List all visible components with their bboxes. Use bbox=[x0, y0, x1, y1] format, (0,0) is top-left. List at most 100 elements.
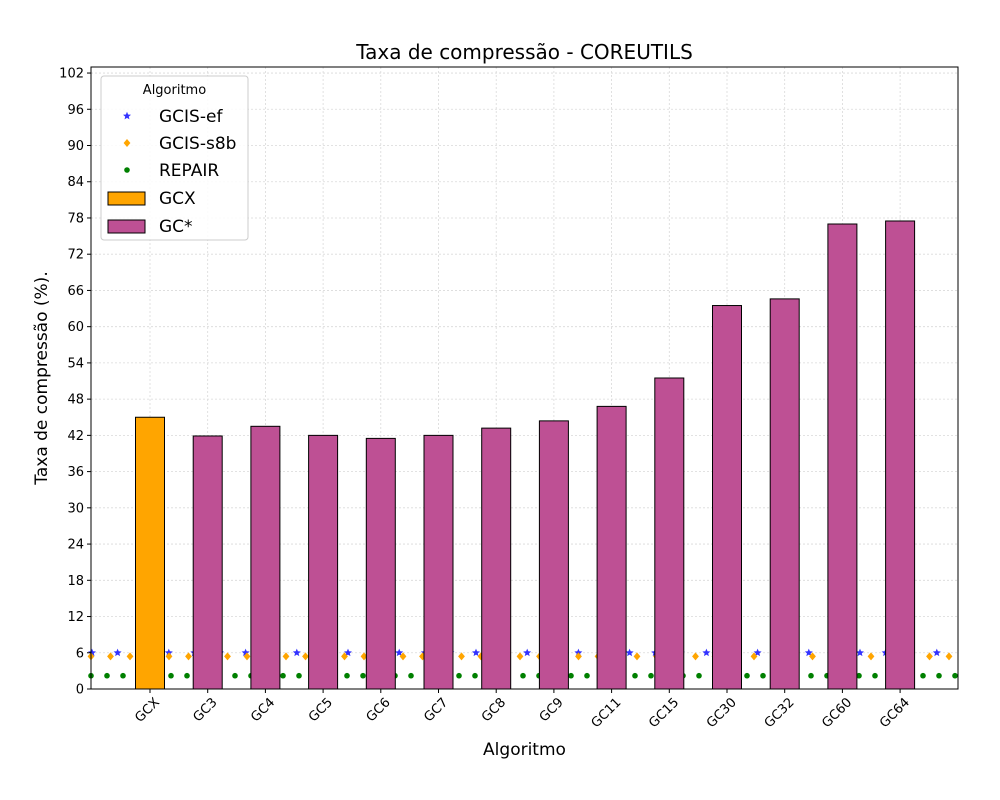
legend-title: Algoritmo bbox=[143, 83, 206, 98]
x-tick-label: GC5 bbox=[306, 695, 336, 725]
legend-entry: GC* bbox=[107, 217, 193, 237]
legend-entry: GCIS-s8b bbox=[123, 134, 236, 154]
reference-marker bbox=[456, 672, 462, 679]
reference-marker bbox=[856, 672, 862, 679]
reference-marker bbox=[920, 672, 926, 679]
bar-gc64 bbox=[885, 220, 916, 690]
reference-marker bbox=[625, 648, 634, 657]
y-tick-label: 42 bbox=[67, 429, 84, 444]
reference-marker bbox=[648, 672, 654, 679]
reference-marker bbox=[804, 648, 813, 657]
legend-label: GCIS-ef bbox=[159, 107, 223, 127]
y-tick-label: 18 bbox=[67, 574, 84, 589]
reference-marker bbox=[419, 652, 426, 661]
legend-box bbox=[100, 75, 249, 241]
reference-marker bbox=[360, 652, 368, 661]
reference-marker bbox=[341, 652, 348, 661]
legend-label: GCX bbox=[159, 189, 196, 209]
reference-marker bbox=[168, 672, 174, 679]
reference-marker bbox=[302, 652, 309, 661]
reference-marker bbox=[744, 672, 750, 679]
x-tick-label: GC64 bbox=[877, 695, 913, 731]
y-axis-title: Taxa de compressão (%). bbox=[32, 271, 52, 485]
y-tick-label: 96 bbox=[67, 103, 84, 118]
x-tick-label: GC3 bbox=[191, 695, 221, 725]
reference-marker bbox=[360, 672, 366, 679]
reference-marker bbox=[113, 648, 122, 657]
y-tick-label: 48 bbox=[67, 393, 84, 408]
reference-marker bbox=[872, 672, 878, 679]
y-tick-label: 84 bbox=[67, 175, 84, 190]
reference-marker bbox=[932, 648, 941, 657]
bar-gc3 bbox=[192, 435, 223, 690]
bar-gc4 bbox=[250, 425, 281, 690]
x-tick-label: GC32 bbox=[762, 695, 798, 731]
reference-marker bbox=[753, 648, 762, 657]
legend-swatch bbox=[107, 191, 146, 206]
reference-marker bbox=[926, 652, 933, 661]
reference-marker bbox=[164, 648, 173, 657]
legend-swatch bbox=[107, 219, 146, 234]
legend-marker bbox=[124, 167, 130, 173]
x-tick-label: GC9 bbox=[537, 695, 567, 725]
reference-marker bbox=[232, 672, 238, 679]
reference-marker bbox=[750, 652, 758, 661]
reference-marker bbox=[408, 672, 414, 679]
reference-marker bbox=[224, 652, 231, 661]
y-tick-label: 72 bbox=[67, 248, 84, 263]
reference-marker bbox=[458, 652, 465, 661]
reference-marker bbox=[574, 648, 583, 657]
bar-gc7 bbox=[423, 434, 454, 690]
y-tick-label: 12 bbox=[67, 610, 84, 625]
reference-marker bbox=[472, 672, 478, 679]
x-tick-label: GC15 bbox=[646, 695, 682, 731]
legend-label: REPAIR bbox=[159, 161, 219, 181]
legend-marker bbox=[123, 139, 131, 147]
y-tick-label: 54 bbox=[67, 356, 84, 371]
y-tick-label: 60 bbox=[67, 320, 84, 335]
legend-marker bbox=[123, 111, 131, 120]
bar-gc11 bbox=[596, 405, 627, 690]
reference-marker bbox=[477, 652, 485, 661]
bar-gc9 bbox=[538, 420, 569, 690]
reference-marker bbox=[472, 648, 480, 657]
bar-gc60 bbox=[827, 223, 858, 690]
x-tick-label: GC60 bbox=[819, 695, 855, 731]
x-axis-title: Algoritmo bbox=[483, 740, 566, 760]
reference-marker bbox=[120, 672, 126, 679]
bar-gc8 bbox=[481, 427, 512, 690]
reference-marker bbox=[296, 672, 302, 679]
x-tick-label: GC30 bbox=[704, 695, 740, 731]
legend: Algoritmo GCIS-ef GCIS-s8b REPAIR GCX GC* bbox=[100, 75, 249, 241]
reference-marker bbox=[516, 652, 524, 661]
x-tick-label: GC6 bbox=[364, 695, 394, 725]
reference-marker bbox=[945, 652, 953, 661]
reference-marker bbox=[126, 652, 134, 661]
y-tick-label: 24 bbox=[67, 538, 84, 553]
reference-marker bbox=[280, 672, 286, 679]
y-axis-ticks: 0 6 12 18 24 30 36 42 48 54 60 66 72 78 84 90 96 102 bbox=[59, 67, 91, 698]
reference-marker bbox=[633, 652, 641, 661]
reference-marker bbox=[344, 672, 350, 679]
reference-marker bbox=[867, 652, 875, 661]
y-tick-label: 66 bbox=[67, 284, 84, 299]
x-tick-label: GCX bbox=[132, 695, 163, 726]
x-tick-label: GC8 bbox=[479, 695, 509, 725]
reference-marker bbox=[809, 652, 816, 661]
x-tick-label: GC4 bbox=[248, 695, 278, 725]
reference-marker bbox=[856, 648, 864, 657]
chart-title: Taxa de compressão - COREUTILS bbox=[355, 40, 693, 64]
reference-marker bbox=[575, 652, 582, 661]
legend-entry: REPAIR bbox=[124, 161, 219, 181]
reference-marker bbox=[292, 648, 301, 657]
reference-marker bbox=[808, 672, 814, 679]
y-tick-label: 36 bbox=[67, 465, 84, 480]
legend-label: GCIS-s8b bbox=[159, 134, 236, 154]
legend-entry: GCIS-ef bbox=[123, 107, 223, 127]
y-tick-label: 90 bbox=[67, 139, 84, 154]
bar-gc32 bbox=[769, 298, 800, 690]
reference-marker bbox=[282, 652, 290, 661]
reference-marker bbox=[243, 652, 251, 661]
reference-marker bbox=[696, 672, 702, 679]
